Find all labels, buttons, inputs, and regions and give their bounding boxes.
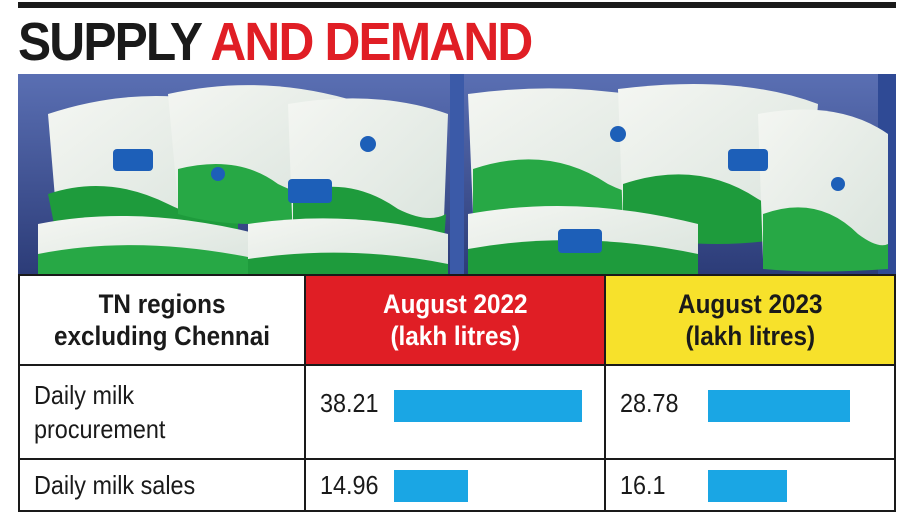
value-label: 14.96 [320,470,379,500]
cell-2022: 14.96 [306,460,606,510]
header-2022-line1: August 2022 [382,289,528,319]
table-row: Daily milk sales 14.96 16.1 [20,458,894,510]
headline-part1: SUPPLY [18,12,202,72]
header-august-2022: August 2022 (lakh litres) [306,276,606,364]
row-label-line2: procurement [34,414,166,444]
header-region: TN regions excluding Chennai [20,276,306,364]
row-label-line1: Daily milk [34,380,135,410]
header-2023-line2: (lakh litres) [685,321,815,351]
top-rule [18,2,896,8]
cell-2022: 38.21 [306,366,606,458]
row-label: Daily milk procurement [20,366,306,458]
bar-procurement-2023 [708,390,850,422]
header-region-line2: excluding Chennai [53,321,271,351]
row-label-line1: Daily milk sales [34,470,196,500]
header-region-line1: TN regions [98,289,226,319]
cell-2023: 16.1 [606,460,894,510]
value-label: 28.78 [620,388,679,418]
value-label: 16.1 [620,470,666,500]
bar-sales-2023 [708,470,787,502]
milk-packets-photo [18,74,896,274]
data-table: TN regions excluding Chennai August 2022… [18,274,896,512]
headline: SUPPLY AND DEMAND [18,12,533,72]
header-august-2023: August 2023 (lakh litres) [606,276,894,364]
bar-procurement-2022 [394,390,582,422]
headline-part2: AND DEMAND [210,12,533,72]
cell-2023: 28.78 [606,366,894,458]
row-label: Daily milk sales [20,460,306,510]
header-2022-line2: (lakh litres) [390,321,520,351]
header-2023-line1: August 2023 [677,289,823,319]
value-label: 38.21 [320,388,379,418]
table-row: Daily milk procurement 38.21 28.78 [20,364,894,458]
bar-sales-2022 [394,470,468,502]
